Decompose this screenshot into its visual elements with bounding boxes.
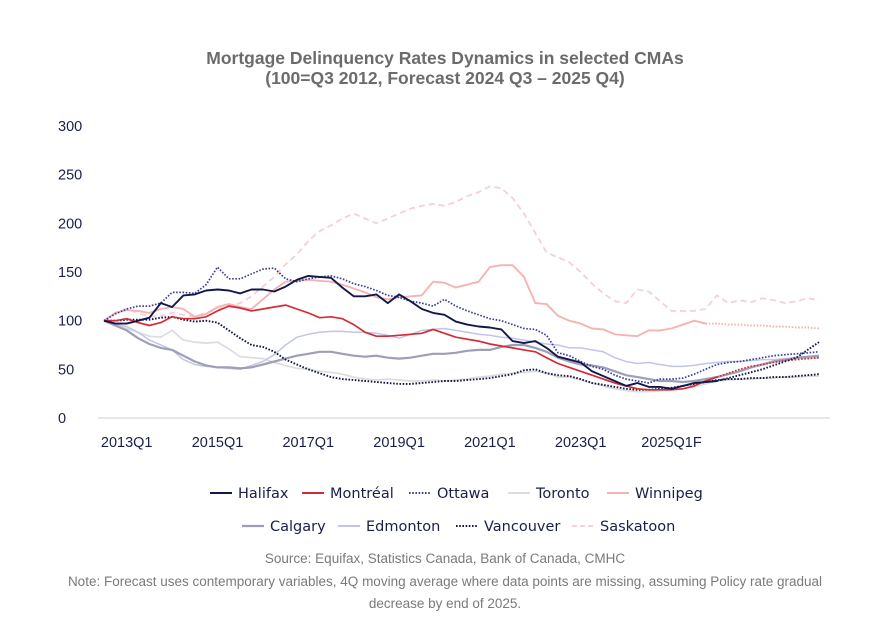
legend-label-vancouver: Vancouver [484, 519, 560, 535]
x-tick-label-2023q1: 2023Q1 [555, 435, 607, 451]
series-line-montreal-forecast [716, 356, 820, 378]
x-tick-label-2025q1f: 2025Q1F [641, 435, 702, 451]
legend-label-montreal: Montréal [330, 486, 394, 502]
legend-label-saskatoon: Saskatoon [600, 519, 675, 535]
series-line-winnipeg-forecast [705, 322, 820, 330]
y-tick-label-50: 50 [58, 362, 74, 378]
chart-subtitle: (100=Q3 2012, Forecast 2024 Q3 – 2025 Q4… [265, 68, 624, 88]
source-note: Source: Equifax, Statistics Canada, Bank… [265, 551, 625, 566]
x-tick-label-2017q1: 2017Q1 [282, 435, 334, 451]
x-tick-label-2015q1: 2015Q1 [192, 435, 244, 451]
y-tick-label-0: 0 [58, 411, 66, 427]
y-tick-label-200: 200 [58, 216, 82, 232]
plot-area [103, 185, 820, 393]
legend-label-ottawa: Ottawa [437, 486, 489, 502]
footnote-line-1: Note: Forecast uses contemporary variabl… [68, 574, 822, 589]
legend-label-edmonton: Edmonton [366, 519, 440, 535]
y-tick-label-250: 250 [58, 168, 82, 184]
footnote-line-2: decrease by end of 2025. [369, 596, 521, 611]
series-line-calgary [103, 319, 820, 384]
series-line-halifax-forecast [716, 341, 820, 382]
series-line-halifax [103, 274, 717, 390]
y-axis: 0 50 100 150 200 250 300 [58, 119, 82, 427]
y-tick-label-300: 300 [58, 119, 82, 135]
legend-label-halifax: Halifax [238, 486, 289, 502]
chart-title: Mortgage Delinquency Rates Dynamics in s… [206, 48, 684, 68]
legend-label-calgary: Calgary [270, 519, 326, 535]
y-tick-label-150: 150 [58, 265, 82, 281]
series-line-saskatoon [103, 185, 820, 322]
legend: Halifax Montréal Ottawa Toronto Winnipeg Calg… [210, 486, 703, 535]
x-tick-label-2019q1: 2019Q1 [373, 435, 425, 451]
x-tick-label-2021q1: 2021Q1 [464, 435, 516, 451]
series-line-ottawa [103, 266, 820, 384]
x-tick-label-2013q1: 2013Q1 [101, 435, 153, 451]
y-tick-label-100: 100 [58, 314, 82, 330]
x-axis: 2013Q1 2015Q1 2017Q1 2019Q1 2021Q1 2023Q1 2025… [101, 435, 702, 451]
series-line-edmonton [103, 319, 819, 371]
legend-label-toronto: Toronto [535, 486, 590, 502]
legend-label-winnipeg: Winnipeg [635, 486, 703, 502]
series-line-montreal [104, 304, 718, 391]
